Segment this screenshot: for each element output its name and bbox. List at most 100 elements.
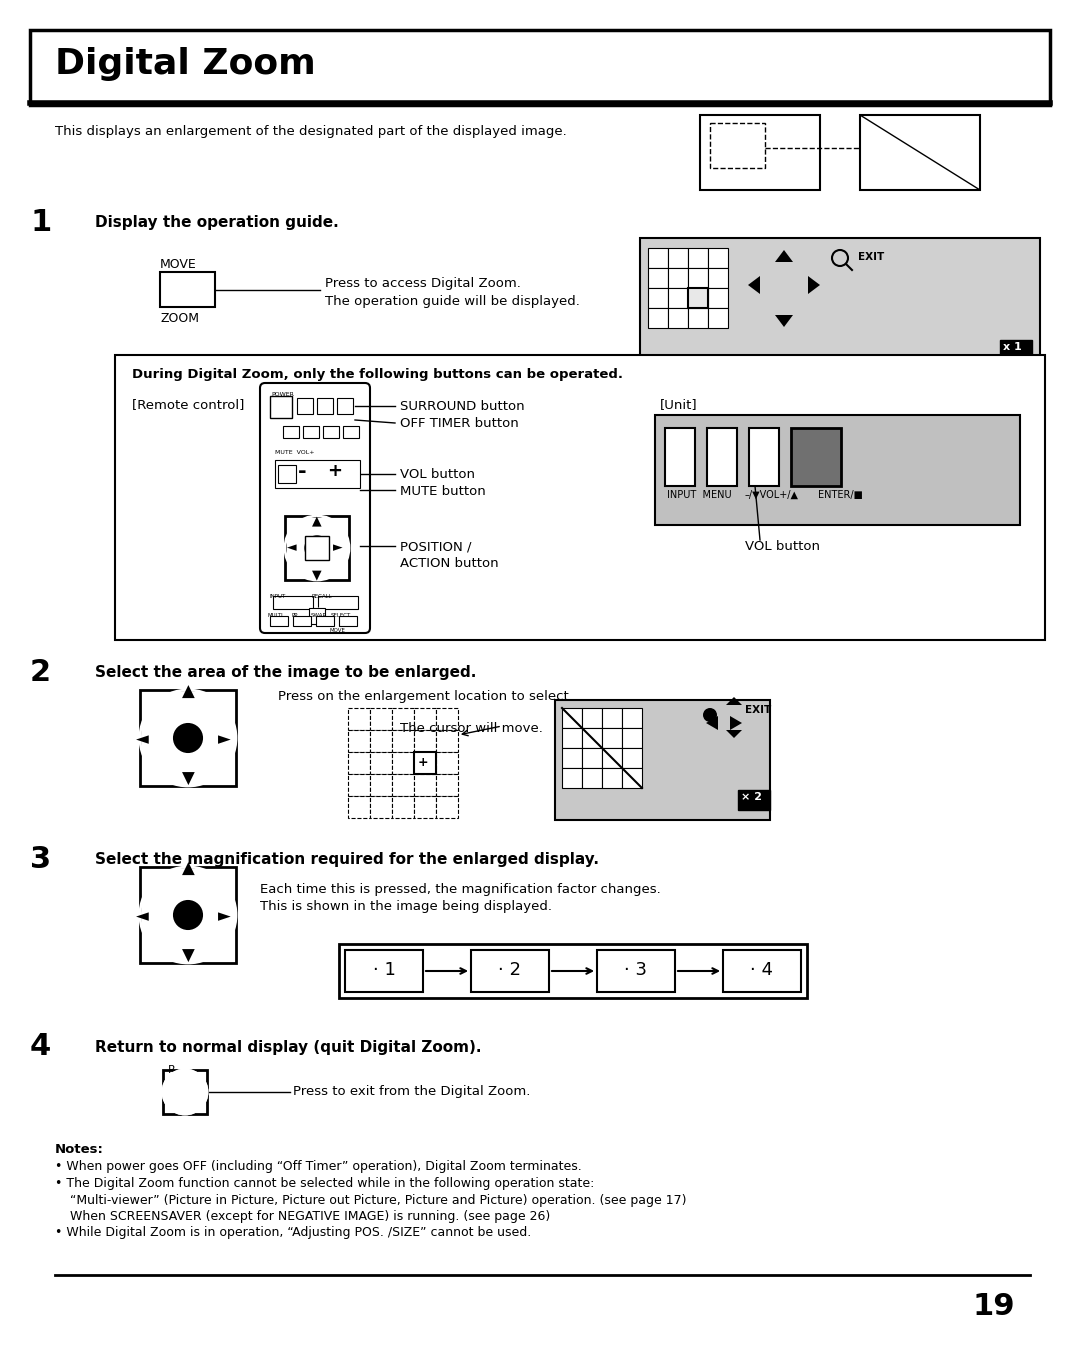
Bar	[669, 269, 688, 288]
Text: +: +	[327, 462, 342, 480]
Text: Each time this is pressed, the magnification factor changes.: Each time this is pressed, the magnifica…	[260, 883, 661, 895]
Text: PP: PP	[291, 613, 297, 617]
Bar	[348, 707, 370, 731]
Bar	[370, 774, 392, 796]
Text: Digital Zoom: Digital Zoom	[55, 46, 315, 80]
Text: When SCREENSAVER (except for NEGATIVE IMAGE) is running. (see page 26): When SCREENSAVER (except for NEGATIVE IM…	[70, 1210, 550, 1223]
Text: ◄: ◄	[136, 731, 149, 748]
Bar	[688, 269, 708, 288]
Text: SWAP: SWAP	[311, 613, 327, 617]
Text: ▼: ▼	[183, 947, 194, 965]
Bar	[738, 791, 770, 810]
Polygon shape	[748, 275, 760, 294]
Bar	[318, 596, 357, 609]
Bar	[602, 767, 622, 788]
Bar	[270, 397, 292, 418]
Text: ►: ►	[333, 541, 342, 553]
Bar	[283, 427, 299, 438]
Bar	[285, 517, 349, 581]
Bar	[305, 536, 329, 560]
Bar	[582, 707, 602, 728]
Bar	[640, 239, 1040, 363]
Text: During Digital Zoom, only the following buttons can be operated.: During Digital Zoom, only the following …	[132, 368, 623, 382]
Bar	[297, 398, 313, 414]
Text: · 4: · 4	[751, 961, 773, 979]
Bar	[622, 707, 642, 728]
Bar	[114, 354, 1045, 641]
Text: SURROUND button: SURROUND button	[400, 399, 525, 413]
Bar	[273, 596, 313, 609]
Text: · 2: · 2	[499, 961, 522, 979]
Bar	[562, 707, 582, 728]
Bar	[700, 114, 820, 189]
Bar	[436, 752, 458, 774]
Bar	[436, 731, 458, 752]
Text: OFF TIMER button: OFF TIMER button	[400, 417, 518, 429]
Text: MOVE: MOVE	[160, 258, 197, 271]
Bar	[582, 767, 602, 788]
Bar	[303, 427, 319, 438]
Bar	[688, 288, 708, 308]
Bar	[370, 731, 392, 752]
Bar	[278, 465, 296, 483]
Text: Press to exit from the Digital Zoom.: Press to exit from the Digital Zoom.	[293, 1085, 530, 1099]
Text: Notes:: Notes:	[55, 1144, 104, 1156]
Text: The cursor will move.: The cursor will move.	[400, 722, 543, 735]
Text: Select the magnification required for the enlarged display.: Select the magnification required for th…	[95, 852, 599, 867]
Bar	[750, 428, 779, 487]
Circle shape	[703, 707, 717, 722]
Bar	[562, 767, 582, 788]
Bar	[414, 752, 436, 774]
Text: MOVE: MOVE	[330, 628, 346, 632]
Bar	[665, 428, 696, 487]
Bar	[669, 248, 688, 269]
Text: • The Digital Zoom function cannot be selected while in the following operation : • The Digital Zoom function cannot be se…	[55, 1178, 594, 1190]
Bar	[392, 752, 414, 774]
Text: Press to access Digital Zoom.: Press to access Digital Zoom.	[325, 277, 521, 290]
Bar	[597, 950, 675, 992]
Bar	[860, 114, 980, 189]
Text: –/▼VOL+/▲: –/▼VOL+/▲	[745, 491, 799, 500]
Text: ▼: ▼	[183, 770, 194, 788]
Bar	[348, 796, 370, 818]
Bar	[140, 867, 237, 964]
Text: ◄: ◄	[287, 541, 297, 553]
Bar	[414, 774, 436, 796]
Text: POSITION /: POSITION /	[400, 540, 472, 553]
Bar	[708, 269, 728, 288]
Text: RECALL: RECALL	[312, 594, 333, 598]
Bar	[270, 616, 288, 626]
Bar	[602, 748, 622, 767]
Bar	[370, 707, 392, 731]
Text: EXIT: EXIT	[858, 252, 885, 262]
Bar	[622, 748, 642, 767]
Text: EXIT: EXIT	[745, 705, 771, 716]
Text: ◄: ◄	[136, 906, 149, 925]
Text: INPUT  MENU: INPUT MENU	[667, 491, 731, 500]
Text: [Remote control]: [Remote control]	[132, 398, 244, 412]
Bar	[669, 288, 688, 308]
Bar	[392, 707, 414, 731]
Text: 4: 4	[30, 1032, 51, 1060]
Bar	[309, 608, 325, 624]
Text: ▼: ▼	[312, 568, 322, 581]
Text: ACTION button: ACTION button	[400, 557, 499, 570]
Bar	[316, 616, 334, 626]
Bar	[414, 796, 436, 818]
Bar	[648, 248, 669, 269]
Text: ▲: ▲	[183, 683, 194, 701]
Text: · 1: · 1	[373, 961, 395, 979]
Circle shape	[174, 901, 202, 930]
Text: Display the operation guide.: Display the operation guide.	[95, 215, 339, 230]
Bar	[688, 308, 708, 328]
Bar	[708, 248, 728, 269]
Bar	[414, 707, 436, 731]
Polygon shape	[775, 315, 793, 327]
Text: ENTER/■: ENTER/■	[818, 491, 863, 500]
Text: MUTE  VOL+: MUTE VOL+	[275, 450, 314, 455]
Text: “Multi-viewer” (Picture in Picture, Picture out Picture, Picture and Picture) op: “Multi-viewer” (Picture in Picture, Pict…	[70, 1194, 687, 1208]
Bar	[688, 288, 708, 308]
Circle shape	[163, 1070, 207, 1114]
Text: x 1: x 1	[1003, 342, 1022, 352]
Text: This displays an enlargement of the designated part of the displayed image.: This displays an enlargement of the desi…	[55, 125, 567, 138]
